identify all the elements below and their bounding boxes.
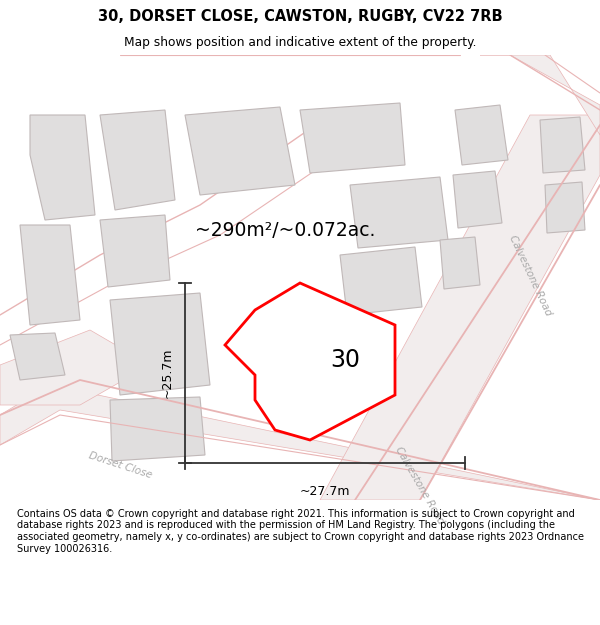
Polygon shape <box>0 385 600 500</box>
Polygon shape <box>100 110 175 210</box>
Polygon shape <box>20 225 80 325</box>
Polygon shape <box>480 55 600 135</box>
Text: Contains OS data © Crown copyright and database right 2021. This information is : Contains OS data © Crown copyright and d… <box>17 509 584 554</box>
Text: Dorset Close: Dorset Close <box>87 450 153 480</box>
Polygon shape <box>185 107 295 195</box>
Text: Map shows position and indicative extent of the property.: Map shows position and indicative extent… <box>124 36 476 49</box>
Polygon shape <box>540 117 585 173</box>
Polygon shape <box>110 397 205 461</box>
Polygon shape <box>440 237 480 289</box>
Polygon shape <box>453 171 502 228</box>
Polygon shape <box>30 115 95 220</box>
Polygon shape <box>110 293 210 395</box>
Text: Calvestone Road: Calvestone Road <box>394 444 446 526</box>
Polygon shape <box>300 103 405 173</box>
Polygon shape <box>10 333 65 380</box>
Polygon shape <box>320 115 600 500</box>
Text: Calvestone Road: Calvestone Road <box>507 233 553 317</box>
Polygon shape <box>455 105 508 165</box>
Text: ~290m²/~0.072ac.: ~290m²/~0.072ac. <box>195 221 376 239</box>
Text: 30: 30 <box>330 348 360 372</box>
Polygon shape <box>100 215 170 287</box>
Polygon shape <box>340 247 422 315</box>
Polygon shape <box>545 182 585 233</box>
Polygon shape <box>225 283 395 440</box>
Text: ~27.7m: ~27.7m <box>300 485 350 498</box>
Polygon shape <box>0 330 150 405</box>
Text: ~25.7m: ~25.7m <box>161 348 173 398</box>
Polygon shape <box>350 177 448 248</box>
Text: 30, DORSET CLOSE, CAWSTON, RUGBY, CV22 7RB: 30, DORSET CLOSE, CAWSTON, RUGBY, CV22 7… <box>98 9 502 24</box>
